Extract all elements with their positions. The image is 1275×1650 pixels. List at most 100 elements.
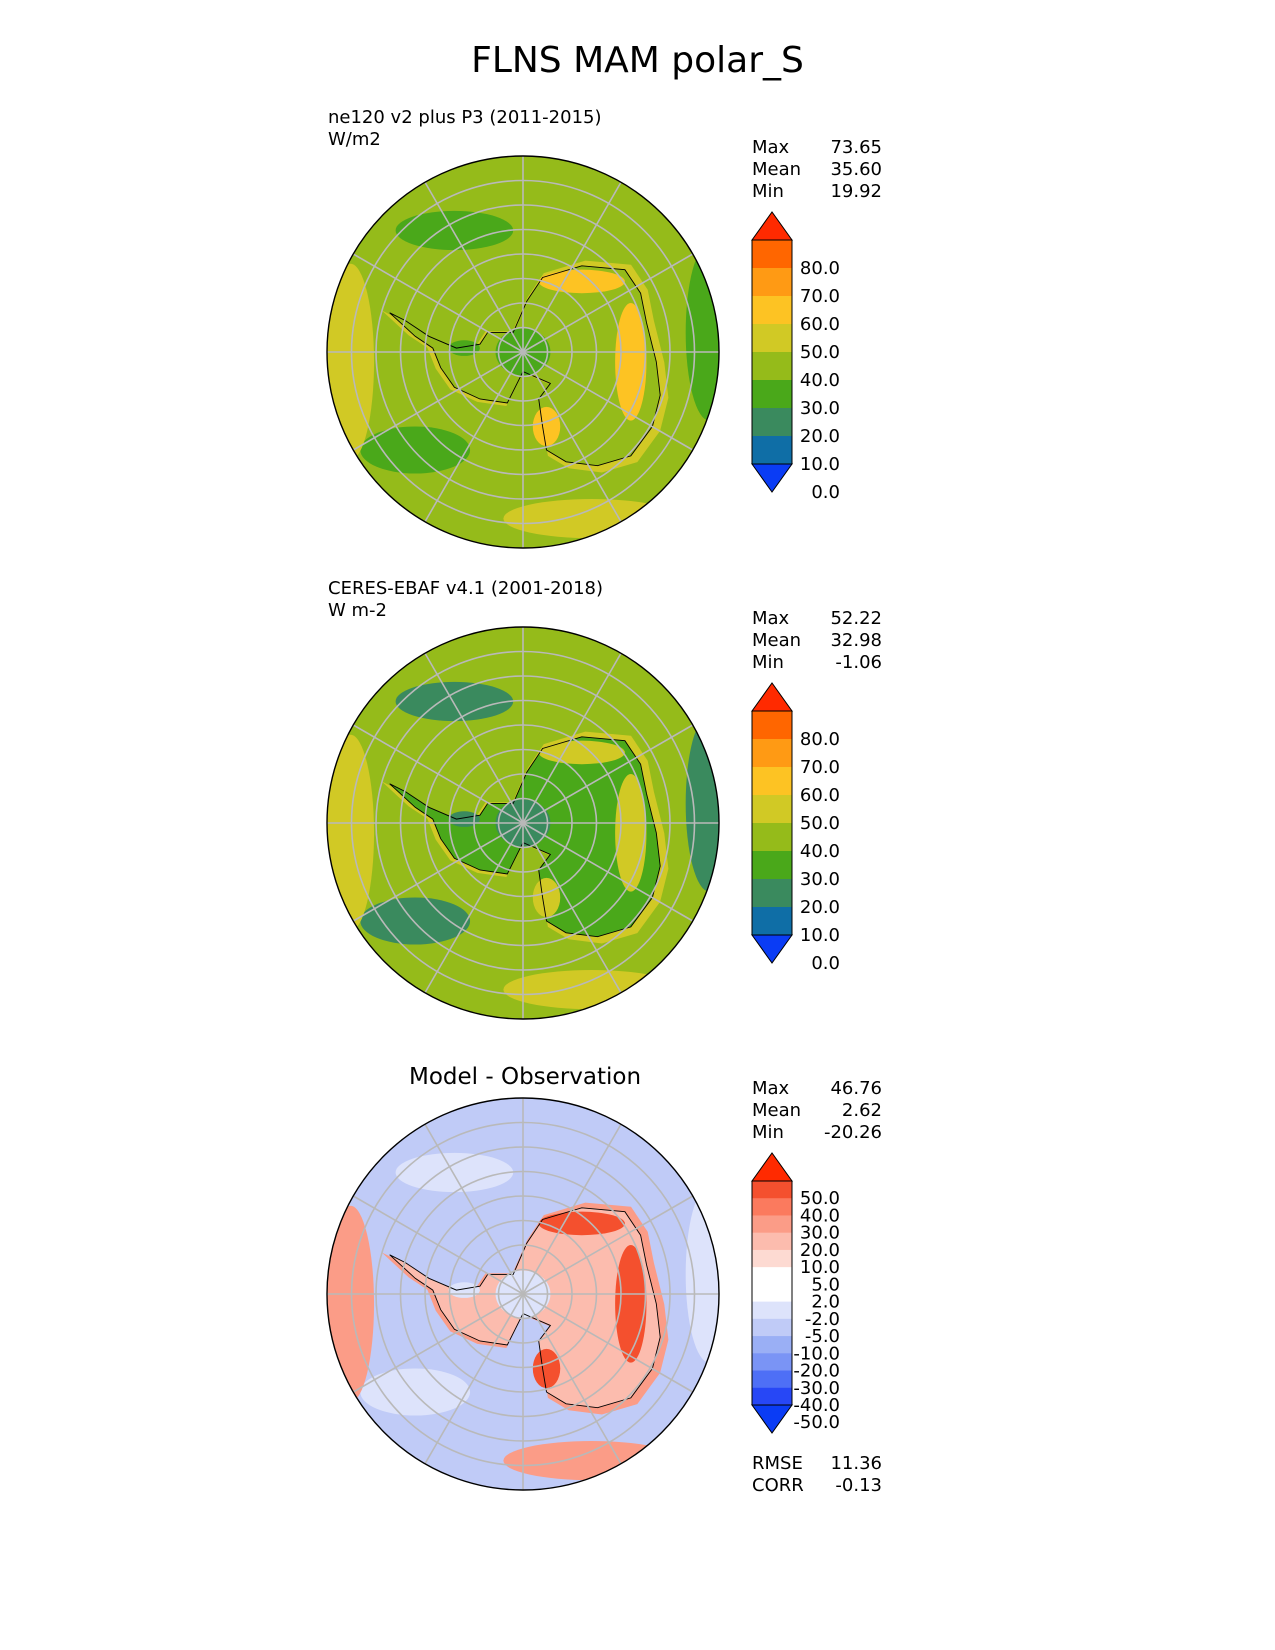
colorbar-frame	[751, 1180, 793, 1406]
colorbar-tick-label: 20.0	[800, 426, 840, 447]
colorbar-segment	[752, 879, 792, 908]
field-patch	[503, 1441, 680, 1481]
field-patch	[503, 970, 680, 1010]
panel-1-stats: Max 73.65 Mean 35.60 Min 19.92	[752, 137, 882, 203]
colorbar-tick-label: 20.0	[800, 1240, 840, 1261]
meridian-line	[424, 1123, 524, 1295]
polar-map-3	[326, 1097, 720, 1491]
meridian-line	[522, 822, 622, 994]
coastline	[389, 1207, 661, 1409]
colorbar-segment	[752, 739, 792, 768]
colorbar-max-extension	[751, 211, 793, 241]
colorbar-tick-label: -50.0	[793, 1412, 840, 1433]
colorbar-min-extension	[751, 463, 793, 493]
meridian-line	[424, 652, 524, 824]
colorbar-tick-label: 10.0	[800, 1257, 840, 1278]
colorbar-tick-label: 2.0	[811, 1292, 840, 1313]
colorbar-tick-label: 30.0	[800, 1223, 840, 1244]
stat-min: Min -20.26	[752, 1122, 882, 1143]
field-patch	[685, 244, 719, 421]
map-boundary	[326, 155, 720, 549]
coastline	[389, 736, 661, 938]
map-boundary	[326, 1097, 720, 1491]
figure-title: FLNS MAM polar_S	[471, 40, 804, 81]
meridian-line	[522, 652, 622, 824]
colorbar-max-extension	[751, 682, 793, 712]
colorbar-min-extension	[751, 934, 793, 964]
colorbar-2: 80.0 70.0 60.0 50.0 40.0 30.0 20.0 10.0 0.0	[751, 682, 840, 974]
colorbar-tick-label: 30.0	[800, 398, 840, 419]
colorbar-segment	[752, 352, 792, 381]
stat-max: Max 52.22	[752, 608, 882, 629]
colorbar-tick-label: 40.0	[800, 841, 840, 862]
colorbar-tick-label: -20.0	[793, 1361, 840, 1382]
coastline	[389, 265, 661, 467]
meridian-line	[522, 1123, 622, 1295]
panel-2-stats: Max 52.22 Mean 32.98 Min -1.06	[752, 608, 882, 674]
colorbar-segment	[752, 240, 792, 269]
colorbar-segment	[752, 268, 792, 297]
colorbar-segment	[752, 851, 792, 880]
colorbar-tick-label: 50.0	[800, 342, 840, 363]
colorbar-segment	[752, 795, 792, 824]
field-patch	[532, 1348, 561, 1389]
meridian-line	[522, 253, 694, 353]
meridian-line	[522, 1293, 622, 1465]
colorbar-segment	[752, 907, 792, 936]
field-patch	[503, 498, 680, 539]
field-patch	[395, 210, 514, 251]
colorbar-tick-label: 70.0	[800, 757, 840, 778]
colorbar-segment	[752, 1284, 792, 1303]
meridian-line	[352, 351, 524, 451]
meridian-line	[522, 1293, 694, 1393]
colorbar-tick-label: 5.0	[811, 1274, 840, 1295]
meridian-line	[352, 724, 524, 824]
field-patch	[327, 1205, 375, 1402]
colorbar-max-extension	[751, 1152, 793, 1182]
stat-max: Max 46.76	[752, 1078, 882, 1099]
colorbar-segment	[752, 1198, 792, 1216]
colorbar-segment	[752, 324, 792, 353]
meridian-line	[522, 822, 694, 922]
panel-3-title: Model - Observation	[409, 1064, 642, 1090]
colorbar-tick-label: 10.0	[800, 454, 840, 475]
colorbar-segment	[752, 1318, 792, 1337]
meridian-line	[424, 822, 524, 994]
field-patch	[360, 897, 471, 945]
stat-rmse: RMSE 11.36	[752, 1453, 882, 1474]
stat-min: Min 19.92	[752, 181, 882, 202]
meridian-line	[522, 351, 622, 523]
colorbar-segment	[752, 1181, 792, 1199]
colorbar-segment	[752, 380, 792, 409]
stat-min: Min -1.06	[752, 652, 882, 673]
meridian-line	[424, 351, 524, 523]
field-patch	[395, 681, 514, 722]
panel-1-units: W/m2	[328, 129, 381, 150]
field-patch	[327, 263, 375, 460]
stat-mean: Mean 2.62	[752, 1100, 882, 1121]
colorbar-segment	[752, 1267, 792, 1285]
field-patch	[685, 1186, 719, 1363]
colorbar-tick-label: 30.0	[800, 869, 840, 890]
colorbar-tick-label: 60.0	[800, 785, 840, 806]
colorbar-frame	[751, 710, 793, 936]
colorbar-segment	[752, 1232, 792, 1251]
meridian-line	[424, 1293, 524, 1465]
meridian-line	[352, 1293, 524, 1393]
meridian-line	[352, 822, 524, 922]
field-patch	[532, 877, 561, 918]
stat-max: Max 73.65	[752, 137, 882, 158]
meridian-line	[522, 724, 694, 824]
field-patch	[360, 1368, 471, 1416]
colorbar-tick-label: 10.0	[800, 925, 840, 946]
colorbar-segment	[752, 823, 792, 852]
colorbar-segment	[752, 1353, 792, 1372]
stat-mean: Mean 35.60	[752, 159, 882, 180]
colorbar-segment	[752, 436, 792, 465]
colorbar-tick-label: 40.0	[800, 1205, 840, 1226]
colorbar-segment	[752, 1387, 792, 1406]
panel-3-error-stats: RMSE 11.36 CORR -0.13	[752, 1453, 882, 1497]
colorbar-tick-label: 0.0	[811, 482, 840, 503]
meridian-line	[352, 1195, 524, 1295]
colorbar-3: 50.040.030.020.010.05.02.0-2.0-5.0-10.0-…	[751, 1152, 840, 1434]
